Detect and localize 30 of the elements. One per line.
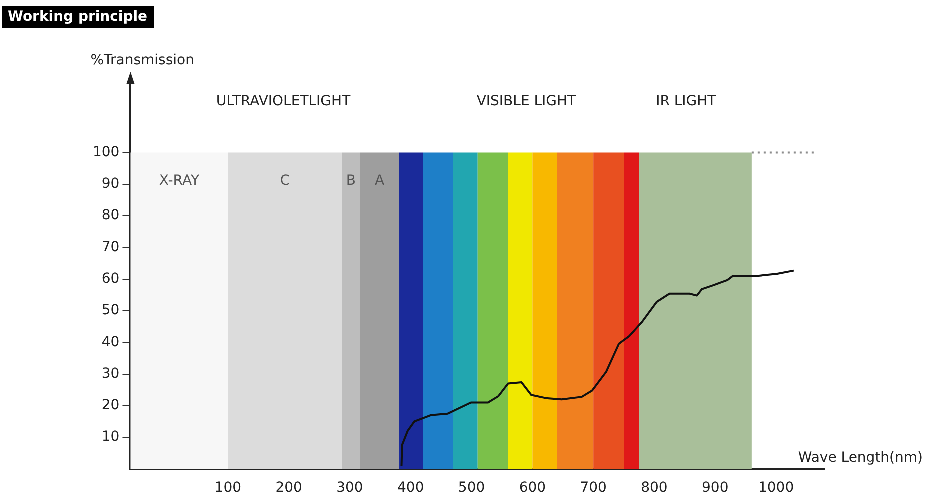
y-axis-title: %Transmission <box>90 52 194 69</box>
x-tick-label: 900 <box>702 480 729 496</box>
x-tick-label: 200 <box>276 480 302 496</box>
annotation: ULTRAVIOLETLIGHT <box>216 94 352 110</box>
x-tick-label: 500 <box>458 480 486 496</box>
x-tick-label: 100 <box>214 480 242 496</box>
x-tick-label: 600 <box>519 480 546 496</box>
y-tick-label: 80 <box>102 208 120 224</box>
chart-title: Working principle <box>2 6 154 28</box>
y-tick-label: 60 <box>102 270 120 287</box>
band-label: X-RAY <box>159 172 200 189</box>
y-tick-label: 40 <box>102 334 120 350</box>
y-tick-label: 90 <box>102 176 120 192</box>
x-tick-label: 1000 <box>758 480 794 496</box>
band-label: A <box>375 172 386 189</box>
y-tick-label: 30 <box>102 366 120 382</box>
band-label: C <box>280 172 290 189</box>
y-tick-label: 10 <box>102 429 120 446</box>
y-tick-label: 70 <box>102 239 120 256</box>
x-tick-label: 400 <box>398 480 424 496</box>
annotation: IR LIGHT <box>656 94 717 110</box>
x-tick-label: 700 <box>580 480 607 496</box>
annotation: VISIBLE LIGHT <box>476 94 577 110</box>
band-label: B <box>346 172 356 189</box>
x-tick-label: 800 <box>641 480 668 496</box>
x-tick-label: 300 <box>336 480 364 496</box>
y-tick-label: 50 <box>102 302 120 319</box>
y-tick-label: 100 <box>92 144 120 160</box>
y-tick-label: 20 <box>102 398 120 414</box>
x-axis-title: Wave Length(nm) <box>798 450 923 466</box>
